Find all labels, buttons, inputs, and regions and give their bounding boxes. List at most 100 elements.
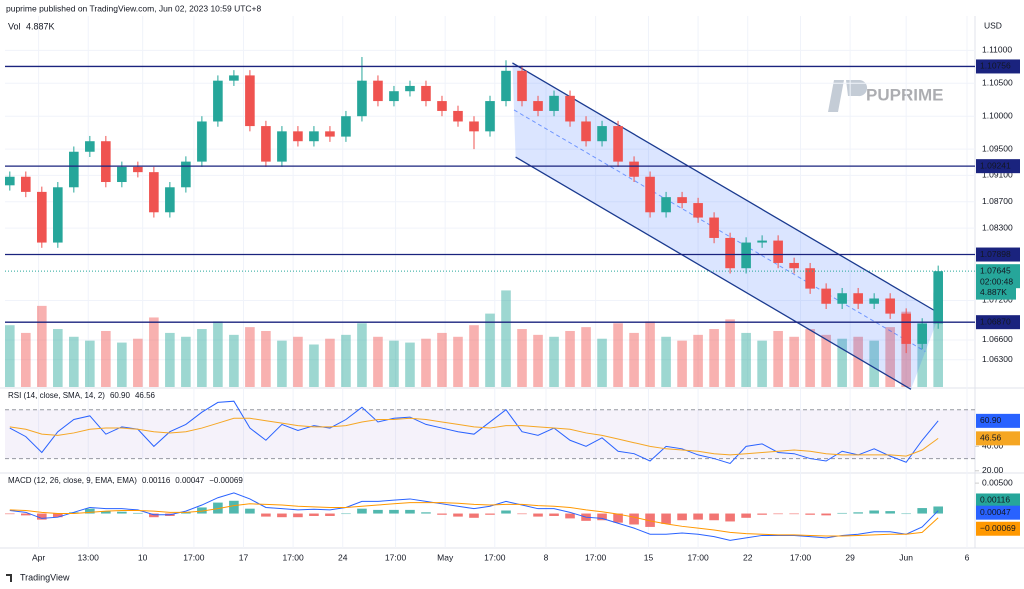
legend-text: 0.00116 [142,476,171,485]
volume-bar [69,336,79,387]
macd-histogram-bar [629,513,639,525]
volume-label: Vol [8,21,21,31]
macd-histogram-bar [421,512,431,514]
current-price-label: 1.07645 [980,265,1011,275]
rsi-badge-label: 60.90 [980,415,1002,425]
candle-body [69,151,79,188]
volume-bar [165,332,175,387]
macd-histogram-bar [453,513,463,517]
candle-body [421,85,431,102]
level-badge [976,59,1020,74]
volume-bar [837,338,847,387]
candle-body [533,101,543,111]
logo: PUPRIME [828,80,943,112]
candle-body [933,271,943,324]
candle-body [597,126,607,142]
rsi-badge [976,431,1020,446]
macd-histogram-bar [885,511,895,514]
volume-bar [213,321,223,387]
volume-bar [373,336,383,387]
candle-body [37,191,47,243]
candle-body [869,298,879,304]
legend-text: 60.90 [110,391,131,400]
volume-badge-label: 4.887K [980,287,1007,297]
candle-body [245,75,255,127]
candle-body [85,141,95,152]
volume-bar [405,342,415,387]
y-tick-label: 1.08300 [982,222,1013,232]
channel-line [512,62,941,315]
macd-histogram-bar [117,511,127,514]
candle-body [661,197,671,213]
volume-bar [197,329,207,387]
macd-histogram-bar [149,513,159,518]
volume-bar [261,330,271,387]
macd-histogram-bar [837,512,847,514]
macd-histogram-bar [853,512,863,514]
level-label: 1.09241 [980,160,1011,170]
candle-body [453,110,463,122]
macd-histogram-bar [341,513,351,515]
x-tick-label: 17:00 [790,552,812,562]
level-label: 1.10756 [980,61,1011,71]
volume-bar [21,332,31,387]
volume-bar [181,336,191,387]
macd-histogram-bar [773,513,783,515]
macd-histogram-bar [213,502,223,514]
candle-body [805,268,815,289]
x-tick-label: 8 [544,552,549,562]
current-price-badge [976,264,1020,289]
macd-histogram-bar [933,506,943,514]
volume-bar [453,336,463,387]
volume-bar [581,327,591,387]
candle-body [117,166,127,183]
rsi-tick-label: 40.00 [982,441,1004,451]
volume-bar [357,323,367,387]
volume-bar [341,334,351,387]
macd-histogram-bar [469,513,479,518]
rsi-badge [976,413,1020,428]
volume-bar [725,319,735,387]
y-tick-label: 1.07200 [982,295,1013,305]
x-tick-label: 17:00 [282,552,304,562]
volume-bar [709,329,719,387]
volume-bar [517,329,527,387]
volume-bar [549,336,559,387]
x-tick-label: 17:00 [484,552,506,562]
candle-body [837,293,847,304]
candle-body [197,121,207,162]
candle-body [789,262,799,269]
logo-icon [828,80,868,112]
macd-histogram-bar [309,513,319,516]
y-tick-label: 1.11000 [982,45,1012,55]
macd-histogram-bar [517,513,527,515]
macd-histogram-bar [437,513,447,515]
macd-histogram-bar [549,513,559,516]
volume-bar [805,329,815,387]
candle-body [901,313,911,344]
volume-bar [245,327,255,387]
footer: TradingView [20,572,70,582]
volume-bar [885,327,895,387]
legend-text: MACD (12, 26, close, 9, EMA, EMA) [8,476,137,485]
candle-body [373,80,383,102]
y-tick-label: 1.09100 [982,170,1013,180]
candle-body [501,70,511,102]
macd-histogram-bar [357,508,367,514]
volume-bar [933,292,943,387]
candle-body [309,131,319,142]
x-tick-label: 10 [138,552,148,562]
macd-histogram-bar [293,513,303,518]
volume-bar [229,334,239,387]
macd-histogram-bar [677,513,687,521]
legend-text: 46.56 [135,391,156,400]
header: puprime published on TradingView.com, Ju… [6,3,262,13]
candle-body [549,95,559,111]
volume-bar [421,338,431,387]
candle-body [757,240,767,243]
candle-body [261,126,271,162]
macd-histogram-bar [757,513,767,515]
candle-body [741,242,751,269]
